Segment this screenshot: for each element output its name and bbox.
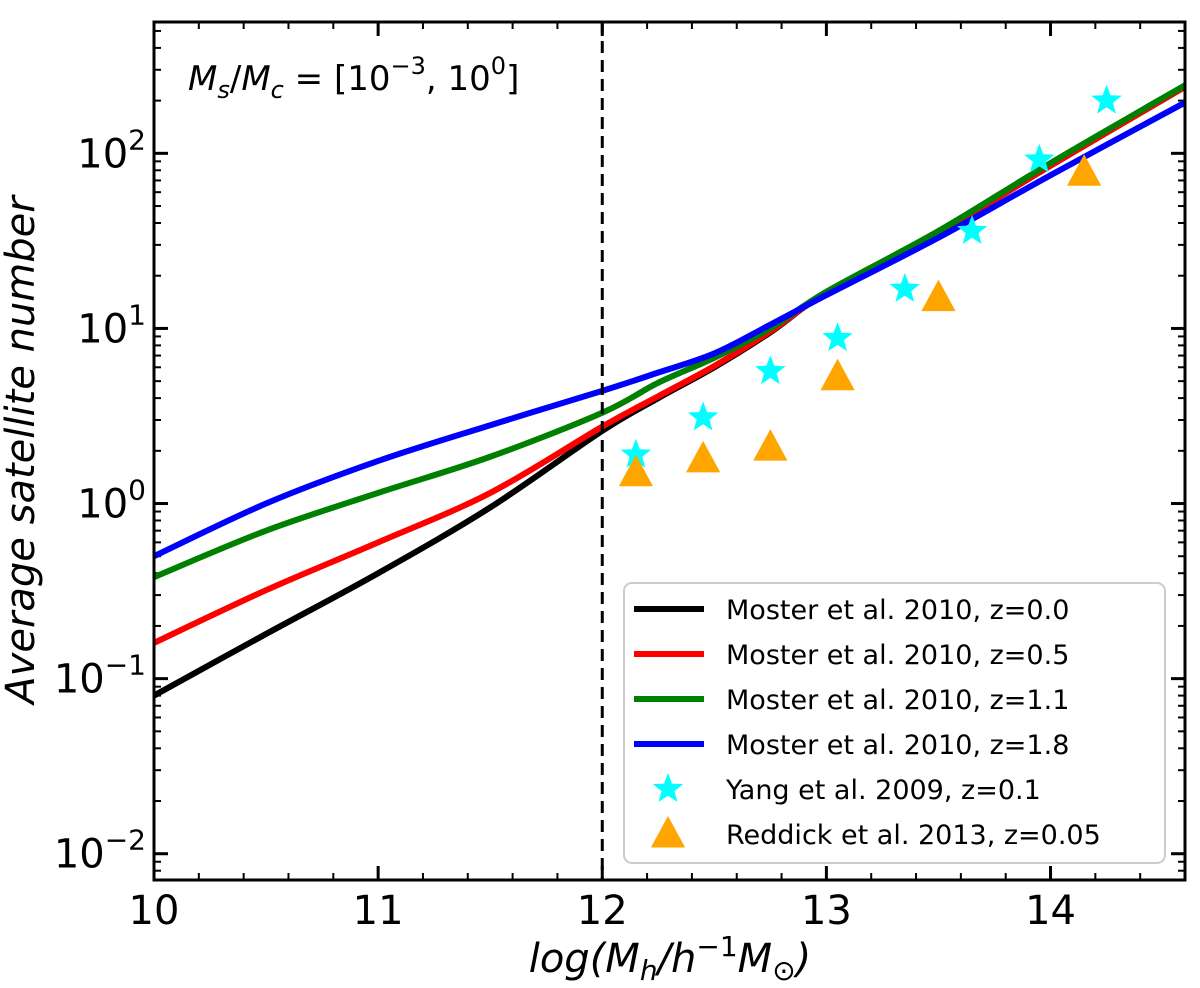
legend-label: Moster et al. 2010, z=1.8 — [726, 730, 1069, 761]
legend-label: Moster et al. 2010, z=0.0 — [726, 595, 1069, 626]
star-marker — [755, 355, 786, 385]
triangle-marker — [753, 429, 788, 461]
series-layer — [154, 82, 1185, 699]
legend-label: Moster et al. 2010, z=1.1 — [726, 685, 1069, 716]
x-tick-label: 10 — [129, 888, 180, 934]
series-line-1 — [154, 84, 1185, 646]
legend-marker-star — [652, 773, 684, 802]
x-tick-label: 12 — [577, 888, 628, 934]
y-tick-label: 102 — [77, 123, 146, 177]
triangle-marker — [921, 279, 956, 312]
y-tick-label: 101 — [77, 298, 146, 352]
star-marker — [1091, 84, 1122, 114]
annotation: Ms/Mc = [10−3, 100] — [188, 52, 519, 104]
y-tick-label: 100 — [77, 474, 146, 528]
triangle-marker — [820, 358, 855, 391]
star-marker — [687, 401, 719, 431]
star-marker — [956, 215, 988, 244]
star-marker — [620, 438, 652, 468]
y-tick-label: 10−1 — [54, 649, 146, 703]
triangle-marker — [1067, 154, 1102, 186]
legend: Moster et al. 2010, z=0.0 Moster et al. 2… — [623, 582, 1166, 864]
star-marker — [822, 322, 853, 352]
x-tick-label: 11 — [353, 888, 404, 934]
tick-layer: 10 11 12 13 14 10−2 10−1 100 101 102 — [54, 22, 1186, 934]
legend-label: Moster et al. 2010, z=0.5 — [726, 640, 1069, 671]
star-marker — [1024, 143, 1055, 173]
series-line-2 — [154, 82, 1185, 580]
series-line-3 — [154, 99, 1185, 559]
star-marker — [889, 273, 921, 302]
triangle-marker — [618, 454, 653, 487]
plot-frame — [152, 20, 1187, 882]
y-axis-title: Average satellite number — [0, 194, 44, 707]
marker-layer — [618, 84, 1122, 487]
legend-label: Reddick et al. 2013, z=0.05 — [726, 820, 1101, 851]
triangle-marker — [686, 440, 721, 473]
x-tick-label: 13 — [801, 888, 852, 934]
x-axis-title: log(Mh/h−1M⊙) — [529, 930, 812, 987]
legend-label: Yang et al. 2009, z=0.1 — [725, 775, 1041, 806]
x-tick-label: 14 — [1025, 888, 1076, 934]
legend-box — [623, 582, 1166, 864]
y-tick-label: 10−2 — [54, 824, 146, 878]
legend-marker-triangle — [650, 816, 686, 848]
